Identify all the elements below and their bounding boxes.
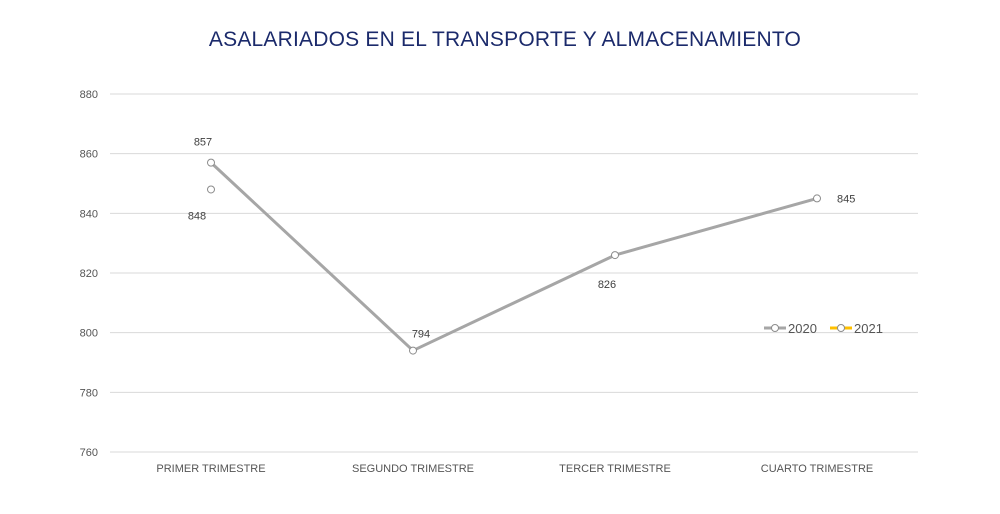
- data-label: 845: [837, 193, 855, 205]
- gridlines: [110, 93, 918, 453]
- series: 857 794 826 845 848: [188, 137, 855, 355]
- data-point: [813, 194, 821, 203]
- series-2020: 857 794 826 845: [194, 137, 855, 355]
- legend-item-2021: 2021: [830, 321, 883, 336]
- y-tick-label: 780: [80, 387, 98, 399]
- chart-title: ASALARIADOS EN EL TRANSPORTE Y ALMACENAM…: [208, 28, 802, 51]
- x-axis: PRIMER TRIMESTRE SEGUNDO TRIMESTRE TERCER …: [156, 463, 873, 475]
- y-axis: 760 780 800 820 840 860 880: [80, 89, 98, 459]
- x-tick-label: PRIMER TRIMESTRE: [156, 463, 265, 475]
- data-point: [409, 346, 417, 355]
- data-label: 794: [412, 329, 430, 341]
- legend: 2020 2021: [764, 321, 883, 336]
- data-label: 857: [194, 137, 212, 149]
- data-label: 826: [598, 279, 616, 291]
- series-line: [209, 161, 818, 353]
- legend-marker: [771, 324, 779, 332]
- y-tick-label: 840: [80, 208, 98, 220]
- y-tick-label: 820: [80, 268, 98, 280]
- x-tick-label: TERCER TRIMESTRE: [559, 463, 671, 475]
- y-tick-label: 760: [80, 447, 98, 459]
- data-point: [207, 185, 215, 194]
- y-tick-label: 880: [80, 89, 98, 101]
- data-label: 848: [188, 210, 206, 222]
- y-tick-label: 800: [80, 328, 98, 340]
- data-point: [207, 158, 215, 167]
- legend-item-2020: 2020: [764, 321, 817, 336]
- legend-label: 2020: [788, 321, 817, 336]
- legend-marker: [837, 324, 845, 332]
- series-2021: 848: [188, 185, 215, 222]
- legend-label: 2021: [854, 321, 883, 336]
- data-point: [611, 251, 619, 260]
- x-tick-label: CUARTO TRIMESTRE: [761, 463, 873, 475]
- y-tick-label: 860: [80, 149, 98, 161]
- x-tick-label: SEGUNDO TRIMESTRE: [352, 463, 474, 475]
